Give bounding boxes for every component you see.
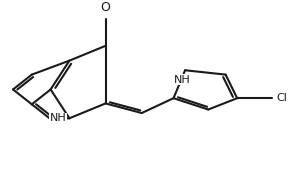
Text: NH: NH [174, 75, 191, 85]
Text: NH: NH [50, 113, 66, 123]
Text: Cl: Cl [276, 93, 287, 103]
Text: O: O [101, 1, 110, 14]
